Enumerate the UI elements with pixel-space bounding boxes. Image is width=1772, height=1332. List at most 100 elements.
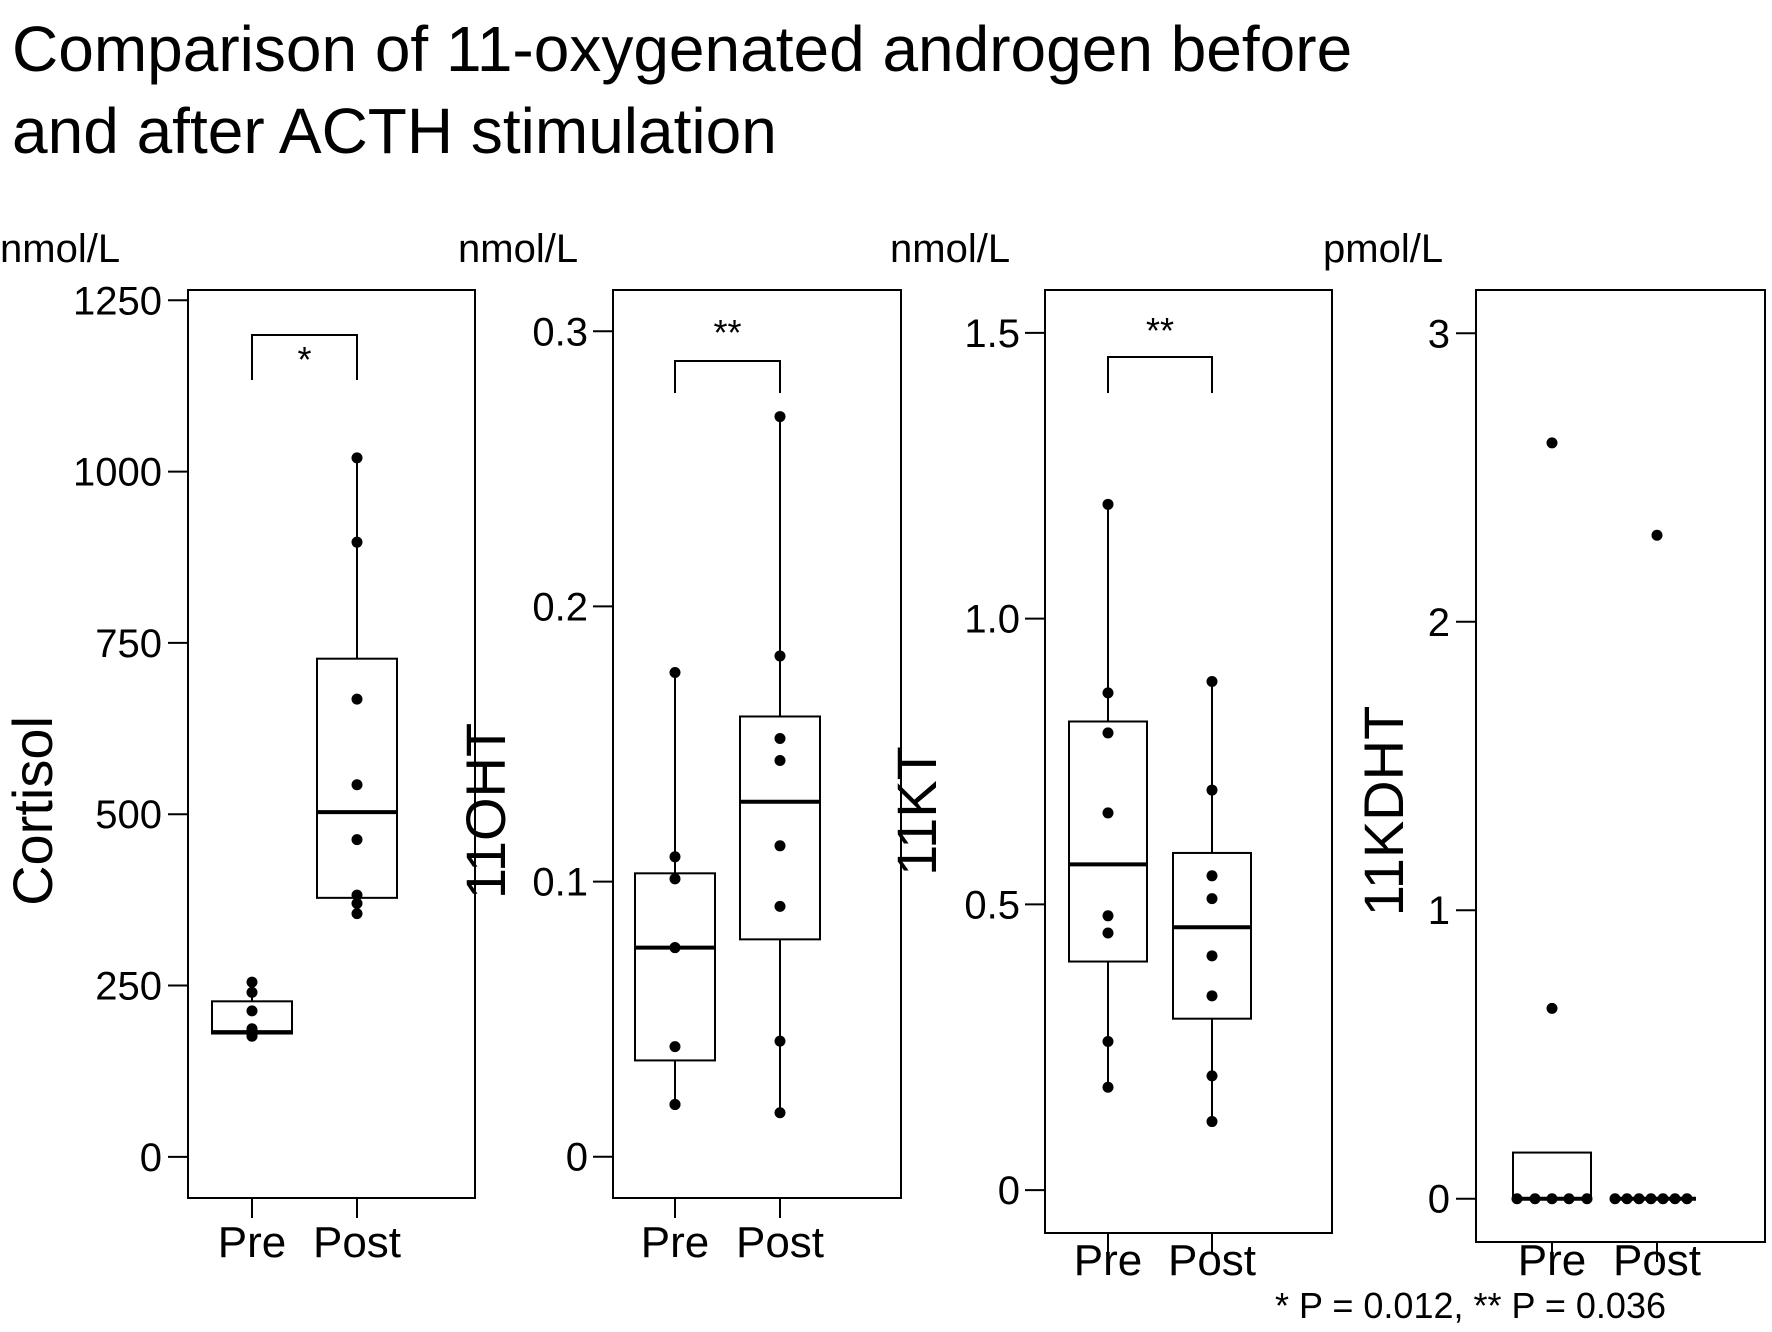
y-tick-label: 0.2 — [532, 585, 588, 629]
panel-11oht: nmol/L 11OHT 0 0.1 0.2 0.3 Pre Post ** — [454, 227, 902, 1267]
x-tick-label: Pre — [1518, 1236, 1586, 1285]
data-point — [774, 840, 786, 852]
data-point — [351, 908, 363, 920]
y-tick-label: 500 — [95, 793, 162, 837]
significance-bracket — [1107, 356, 1213, 393]
data-point — [351, 897, 363, 909]
data-point — [351, 452, 363, 464]
data-point — [774, 755, 786, 767]
data-point — [1546, 1002, 1558, 1014]
y-tick-label: 1.5 — [964, 312, 1020, 356]
data-point — [1511, 1193, 1523, 1205]
y-tick-label: 0 — [566, 1136, 588, 1180]
data-point — [1546, 1193, 1558, 1205]
significance-bracket — [251, 334, 358, 380]
significance-marker: ** — [713, 312, 741, 353]
box-post — [316, 452, 398, 920]
unit-label: nmol/L — [890, 227, 1010, 271]
box-pre — [1068, 498, 1148, 1093]
data-point — [1102, 498, 1114, 510]
y-tick-label: 0.5 — [964, 883, 1020, 927]
data-point — [351, 536, 363, 548]
data-point — [1669, 1193, 1681, 1205]
data-point — [1651, 529, 1663, 541]
box-pre — [634, 666, 716, 1110]
data-point — [1633, 1193, 1645, 1205]
data-point — [1609, 1193, 1621, 1205]
data-point — [1657, 1193, 1669, 1205]
panel-cortisol: nmol/L Cortisol 0 250 500 750 1000 1250 Pre Post * — [0, 227, 476, 1267]
significance-marker: ** — [1146, 310, 1174, 351]
significance-footnote: * P = 0.012, ** P = 0.036 — [1275, 1285, 1666, 1326]
plot-frame — [612, 289, 902, 1199]
y-tick-label: 250 — [95, 965, 162, 1009]
box-pre — [1511, 437, 1593, 1205]
y-tick-label: 0 — [1428, 1178, 1450, 1222]
data-point — [774, 1107, 786, 1119]
data-point — [669, 1098, 681, 1110]
box-post — [1609, 529, 1696, 1205]
unit-label: nmol/L — [458, 227, 578, 271]
data-point — [774, 900, 786, 912]
panel-11kdht: pmol/L 11KDHT 0 1 2 3 Pre Post — [1323, 227, 1766, 1285]
box-iqr — [1512, 1151, 1592, 1200]
data-point — [1621, 1193, 1633, 1205]
data-point — [1102, 1036, 1114, 1048]
data-point — [351, 693, 363, 705]
data-point — [246, 1023, 258, 1035]
data-point — [1206, 893, 1218, 905]
y-axis-title: 11OHT — [454, 723, 517, 899]
box-post — [739, 411, 821, 1119]
plot-frame — [1475, 289, 1766, 1243]
y-tick-label: 3 — [1428, 312, 1450, 356]
y-axis-title: 11KT — [885, 746, 948, 876]
panel-11kt: nmol/L 11KT 0 0.5 1.0 1.5 Pre Post ** — [885, 227, 1333, 1285]
x-tick-label: Pre — [641, 1218, 709, 1267]
box-pre — [211, 976, 293, 1042]
data-point — [1546, 437, 1558, 449]
y-axis-title: Cortisol — [1, 716, 64, 906]
x-tick-label: Pre — [218, 1218, 286, 1267]
significance-marker: * — [297, 339, 311, 380]
data-point — [1206, 950, 1218, 962]
data-point — [1102, 807, 1114, 819]
y-tick-label: 1000 — [73, 451, 162, 495]
data-point — [1681, 1193, 1693, 1205]
x-tick-label: Post — [1613, 1236, 1701, 1285]
data-point — [1645, 1193, 1657, 1205]
x-tick-label: Post — [1168, 1236, 1256, 1285]
data-point — [1102, 727, 1114, 739]
data-point — [246, 1005, 258, 1017]
data-point — [774, 650, 786, 662]
data-point — [1581, 1193, 1593, 1205]
unit-label: pmol/L — [1323, 227, 1443, 271]
plot-frame — [1044, 289, 1333, 1234]
chart-title: Comparison of 11-oxygenated androgen bef… — [12, 8, 1752, 172]
data-point — [774, 411, 786, 423]
data-point — [1206, 870, 1218, 882]
y-tick-label: 1.0 — [964, 598, 1020, 642]
data-point — [1206, 990, 1218, 1002]
data-point — [1102, 1081, 1114, 1093]
y-tick-label: 750 — [95, 622, 162, 666]
y-tick-label: 0 — [140, 1136, 162, 1180]
data-point — [669, 1041, 681, 1053]
y-axis-title: 11KDHT — [1352, 706, 1415, 917]
box-iqr — [634, 872, 716, 1062]
data-point — [774, 732, 786, 744]
data-point — [246, 986, 258, 998]
data-point — [1563, 1193, 1575, 1205]
data-point — [1102, 927, 1114, 939]
data-point — [1206, 784, 1218, 796]
plot-frame — [187, 289, 476, 1199]
data-point — [669, 873, 681, 885]
x-tick-label: Post — [736, 1218, 824, 1267]
y-tick-label: 1250 — [73, 279, 162, 323]
data-point — [669, 851, 681, 863]
data-point — [774, 1035, 786, 1047]
data-point — [1206, 1116, 1218, 1128]
significance-bracket — [674, 360, 781, 393]
box-iqr — [1068, 720, 1148, 963]
unit-label: nmol/L — [0, 227, 120, 271]
